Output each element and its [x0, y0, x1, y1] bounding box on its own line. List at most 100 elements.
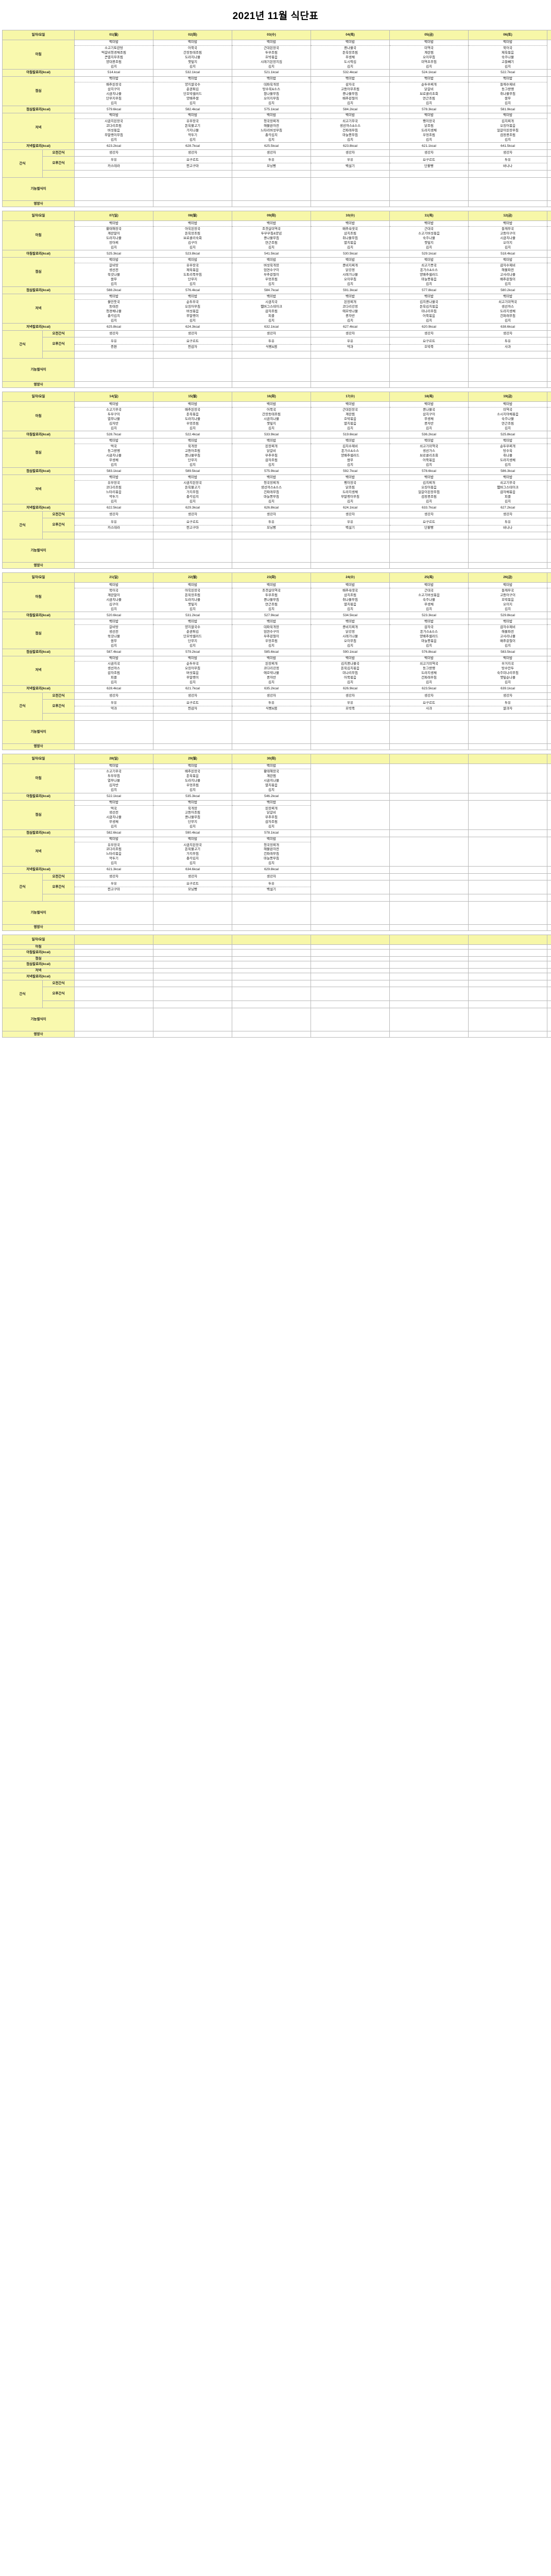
lunch-item: 백미밥: [469, 258, 547, 263]
breakfast-label: 아침: [2, 401, 75, 432]
breakfast-item: 고등어구이: [500, 594, 515, 598]
breakfast-item: 어묵국: [188, 46, 197, 50]
morning-snack-cell: [232, 980, 312, 988]
dinner_kcal-label: 저녁칼로리(kcal): [2, 323, 75, 331]
special-diet-cell: [547, 539, 551, 563]
afternoon-snack-cell: [389, 987, 469, 1002]
lunch-item: 쇠고기미역국: [420, 445, 438, 449]
breakfast-item: 근대된장국: [342, 408, 358, 412]
special-diet-cell: [153, 720, 233, 744]
lunch-item: 동그랑땡: [502, 87, 514, 91]
breakfast_kcal-value: [311, 792, 390, 801]
special-diet-cell: [74, 1008, 154, 1032]
afternoon-snack-cell: 두유 바나나: [468, 156, 548, 171]
lunch-item: 콩나물무침: [185, 816, 200, 820]
dinner-cell: 백미밥 팽이장국 닭조림 도라지생채 우엉조림 김치: [389, 113, 469, 143]
afternoon-snack-item: 카스테라: [548, 707, 551, 711]
dinner_kcal-label: 저녁칼로리(kcal): [2, 504, 75, 512]
special-diet-cell: [547, 177, 551, 201]
breakfast_kcal-value: 533.9kcal: [232, 431, 312, 439]
breakfast-item: 오이무침: [423, 55, 435, 59]
dinner-item: 유부장국: [548, 662, 551, 667]
dinner-item: 백미밥: [232, 476, 311, 481]
afternoon-snack-item: 우유: [75, 520, 153, 526]
breakfast-item: 도라지나물: [106, 236, 122, 240]
breakfast-cell: 백미밥 어묵국 간장동태조림 도라지나물 깻잎지 김치: [153, 39, 233, 70]
breakfast-item: 김치: [268, 607, 274, 611]
breakfast-item: 감자채볶음: [548, 598, 551, 603]
dinner-item: 깻잎순나물: [500, 676, 515, 680]
special-diet-cell: [74, 720, 154, 744]
lunch-cell: [547, 956, 551, 961]
dinner_kcal-value: 627.4kcal: [311, 323, 390, 331]
dinner-cell: 백미밥 팽이장국 닭조림 도라지생채 무말랭이무침 김치: [311, 474, 390, 505]
page-title: 2021년 11월 식단표: [232, 10, 319, 22]
lunch-item: 단무지: [188, 458, 197, 462]
special-diet-cell: [547, 720, 551, 744]
lunch-item: 쌈무: [111, 639, 117, 643]
lunch_kcal-value: 584.2kcal: [311, 106, 390, 114]
snack-kcal-label: [42, 893, 75, 902]
lunch-item: 임연수구이: [264, 268, 279, 272]
lunch-item: 백미밥: [153, 439, 232, 444]
special-diet-cell: [389, 539, 469, 563]
breakfast-item: 제육볶음: [502, 50, 514, 55]
dinner-item: 백미밥: [153, 837, 232, 843]
lunch-item: 김치: [111, 644, 117, 648]
snack-kcal-value: [547, 1001, 551, 1009]
special-diet-cell: [153, 539, 233, 563]
dinner-item: 무말랭이무침: [341, 495, 359, 499]
afternoon-snack-item: 사과: [505, 345, 511, 349]
lunch-item: 김치: [347, 101, 353, 105]
dinner_kcal-value: 635.2kcal: [232, 685, 312, 693]
breakfast_kcal-value: [547, 69, 551, 77]
dinner-item: 백미밥: [547, 656, 551, 662]
breakfast-label: 아침: [2, 39, 75, 70]
morning-snack-row: 간식 오전간식 생강차 생강차 생강차 생강차 생강차 생강차: [2, 149, 551, 178]
afternoon-snack-item: 증편: [111, 345, 117, 349]
dinner-item: 김치: [426, 138, 432, 142]
breakfast-cell: 백미밥 근대된장국 두부조림 호박볶음 시래기된장지짐 김치: [232, 39, 312, 70]
lunch_kcal-value: 589.5kcal: [153, 467, 233, 476]
lunch-item: 김치: [548, 644, 551, 648]
lunch-item: 돈가스&소스: [341, 449, 359, 453]
nutritionist-label: 영양사: [2, 1031, 75, 1038]
lunch-cell: 백미밥 양지쌀국수 춘권튀김 단호박샐러드 단무지 김치: [153, 619, 233, 649]
day-header: 11(목): [389, 211, 469, 222]
afternoon-snack-cell: 요구르트 찐고구마: [153, 156, 233, 171]
lunch-row: 점심 백미밥 배추된장국 삼치구이 시금치나물 단무지무침 김치 백미밥 양지쌀국수 춘권튀김 단호…: [2, 76, 551, 107]
dinner-cell: 백미밥 시금치된장국 돈육불고기 가지무침 총각김치 김치: [153, 836, 233, 867]
nutritionist-cell: [74, 1031, 154, 1038]
breakfast-cell: 백미밥 근대된장국 계란찜 호박볶음 멸치볶음 김치: [311, 401, 390, 432]
dinner-item: 물만둣국: [108, 300, 120, 304]
special-diet-label: 기능별식이: [2, 539, 75, 563]
lunch-cell: 백미밥북엇국닭볶음탕가지무침깍두기김치: [547, 619, 551, 649]
breakfast-item: 열무나물: [108, 417, 120, 421]
lunch_kcal-value: 581.4kcal: [547, 467, 551, 476]
dinner-item: 마늘쫑무침: [264, 857, 279, 861]
dinner-item: 백미밥: [75, 476, 153, 481]
dinner-item: 순두부국: [186, 300, 199, 304]
special-diet-cell: [74, 901, 154, 925]
afternoon-snack-cell: 요구르트 모닝빵: [153, 879, 233, 894]
breakfast_kcal-value: 529.1kcal: [389, 250, 469, 258]
breakfast_kcal-value: 532.1kcal: [153, 69, 233, 77]
day-header: [468, 934, 548, 945]
snack-kcal-value: [468, 1001, 548, 1009]
nutritionist-cell: [468, 562, 548, 569]
morning-snack-cell: 생강차: [232, 873, 312, 880]
afternoon-snack-cell: 두유 쌀과자: [468, 699, 548, 714]
breakfast-item: 우엉조림: [186, 784, 199, 788]
afternoon-snack-cell: 두유 백설기: [232, 879, 312, 894]
afternoon-snack-item: 두유: [232, 882, 311, 888]
dinner-item: 김치: [548, 681, 551, 685]
lunch-item: 양배추샐러드: [420, 273, 438, 277]
lunch-item: 어묵볶음: [423, 458, 435, 462]
breakfast-item: 백미밥: [232, 764, 311, 770]
breakfast-item: 멸치볶음: [265, 784, 278, 788]
nutritionist-cell: [389, 381, 469, 388]
dinner-item: 청국장찌개: [264, 843, 279, 847]
lunch_kcal-value: [311, 829, 390, 837]
